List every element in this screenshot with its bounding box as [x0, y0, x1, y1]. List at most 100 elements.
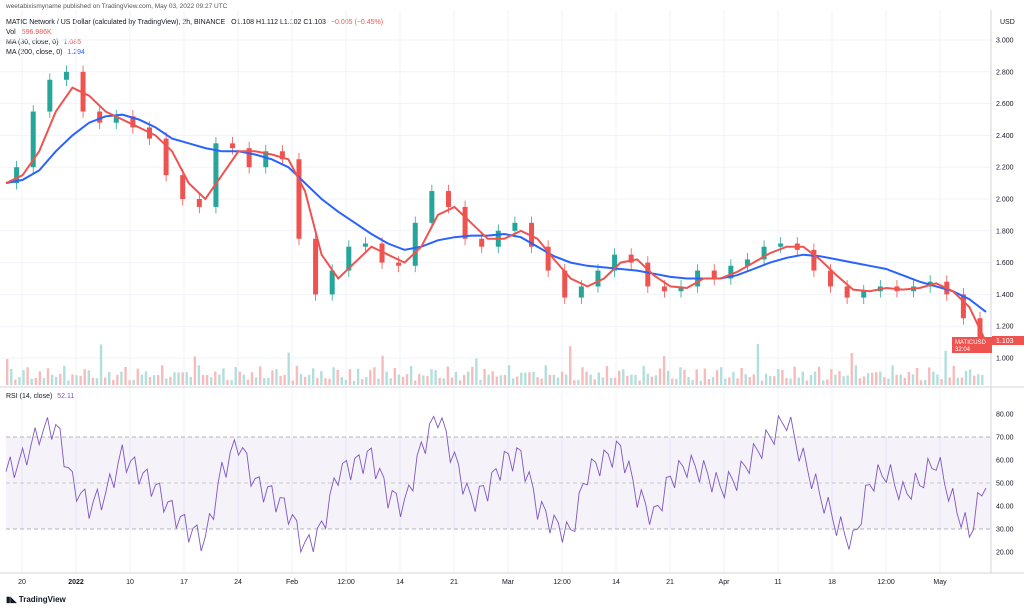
rsi-label: RSI (14, close) — [6, 393, 53, 400]
volume-bar — [581, 367, 584, 385]
time-tick-label: 12:00 — [877, 579, 895, 586]
volume-bar — [312, 368, 315, 385]
volume-bar — [866, 372, 870, 385]
volume-bar — [30, 378, 33, 385]
rsi-tick-label: 80.00 — [996, 412, 1014, 419]
volume-bar — [940, 379, 943, 385]
tradingview-logo[interactable]: ▮◣ TradingView — [6, 595, 66, 604]
candle — [313, 238, 319, 295]
volume-bar — [532, 371, 535, 385]
volume-bar — [740, 367, 743, 385]
volume-bar — [846, 375, 849, 385]
rsi-tick-label: 60.00 — [996, 458, 1014, 465]
price-tick-label: 1.000 — [996, 356, 1014, 363]
time-tick-label: 14 — [396, 579, 404, 586]
volume-bar — [124, 366, 127, 385]
candle — [296, 159, 302, 239]
time-tick-label: 21 — [450, 579, 458, 586]
volume-bar — [10, 368, 13, 385]
volume-bar — [756, 344, 760, 385]
candle — [97, 111, 103, 123]
rsi-tick-label: 40.00 — [996, 504, 1014, 511]
volume-bar — [785, 378, 788, 385]
volume-bar — [928, 367, 931, 385]
price-tick-label: 2.600 — [996, 101, 1014, 108]
volume-bar — [516, 376, 519, 385]
volume-bar — [850, 353, 853, 385]
price-tag-time: 32:04 — [955, 347, 971, 353]
candle — [811, 249, 817, 271]
volume-bar — [597, 372, 600, 385]
volume-bar — [499, 375, 503, 385]
time-tick-label: Mar — [502, 579, 515, 586]
volume-bar — [161, 365, 164, 385]
volume-legend: Vol 596.986K — [6, 29, 52, 36]
volume-bar — [671, 378, 674, 385]
volume-bar — [838, 371, 841, 385]
volume-bar — [365, 377, 368, 385]
volume-bar — [797, 377, 800, 385]
volume-bar — [879, 371, 882, 385]
tradingview-icon: ▮◣ — [6, 595, 19, 604]
volume-bar — [336, 369, 339, 385]
volume-bar — [960, 377, 964, 385]
volume-label: Vol — [6, 29, 16, 36]
volume-bar — [842, 376, 845, 385]
volume-bar — [699, 380, 702, 385]
volume-bar — [181, 372, 184, 385]
volume-bar — [605, 366, 609, 385]
tradingview-logo-text: TradingView — [18, 595, 66, 604]
volume-bar — [691, 380, 694, 385]
volume-bar — [173, 372, 176, 385]
volume-bar — [87, 370, 90, 385]
volume-bar — [801, 371, 804, 385]
volume-bar — [279, 375, 282, 385]
volume-bar — [267, 377, 270, 385]
volume-bar — [381, 355, 384, 385]
volume-bar — [291, 380, 294, 385]
volume-bar — [736, 378, 739, 385]
ma200-label: MA (200, close, 0) — [6, 49, 63, 56]
volume-bar — [79, 375, 82, 385]
volume-bar — [622, 369, 625, 385]
volume-bar — [626, 375, 629, 385]
candle — [213, 143, 219, 207]
candle — [263, 151, 269, 168]
volume-bar — [789, 378, 792, 385]
volume-bar — [234, 367, 237, 385]
volume-bar — [185, 372, 188, 385]
candle — [396, 262, 402, 266]
volume-bar — [528, 372, 531, 385]
volume-bar — [263, 378, 266, 385]
candle — [512, 222, 518, 231]
volume-bar — [303, 376, 307, 385]
volume-bar — [495, 376, 498, 385]
volume-bar — [373, 367, 376, 385]
volume-bar — [981, 375, 984, 385]
time-tick-label: 20 — [18, 579, 26, 586]
volume-bar — [728, 377, 731, 385]
price-tag — [952, 337, 992, 353]
candle — [960, 294, 966, 319]
price-tag-symbol: MATICUSD — [955, 340, 987, 346]
time-tick-label: 10 — [126, 579, 134, 586]
price-axis-tag — [992, 336, 1024, 345]
volume-bar — [887, 378, 890, 385]
volume-bar — [222, 368, 225, 385]
candle — [47, 79, 53, 112]
ma30-legend: MA (30, close, 0) 1.085 — [6, 39, 81, 46]
volume-bar — [609, 377, 613, 385]
volume-bar — [487, 374, 490, 385]
volume-bar — [385, 371, 388, 385]
volume-bar — [132, 379, 135, 385]
volume-bar — [968, 369, 972, 385]
volume-bar — [112, 380, 115, 385]
volume-bar — [442, 378, 445, 385]
volume-bar — [773, 376, 776, 385]
candle — [113, 116, 119, 123]
volume-bar — [601, 377, 605, 385]
symbol-line: MATIC Network / US Dollar (calculated by… — [6, 19, 383, 26]
volume-bar — [320, 371, 323, 385]
volume-bar — [577, 380, 580, 385]
